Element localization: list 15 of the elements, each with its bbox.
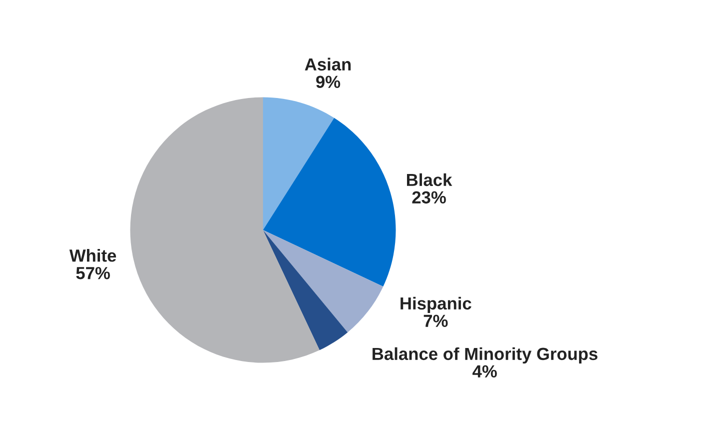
slice-label: Asian [304, 58, 351, 71]
pie-slice [263, 230, 348, 350]
pie-slice [130, 97, 320, 363]
data-label: 9% [316, 76, 340, 88]
slice-label: Balance of Minority Groups [372, 347, 598, 364]
pie-slice [263, 230, 384, 332]
pie-slice [263, 118, 396, 287]
slice-label: Hispanic [400, 296, 472, 314]
data-label: 57% [76, 266, 110, 280]
data-label: 7% [424, 314, 448, 328]
data-label: 4% [472, 365, 497, 378]
data-label: 23% [412, 191, 446, 204]
pie-slice [263, 97, 334, 230]
slice-label: White [69, 249, 116, 262]
slice-label: Black [407, 173, 452, 186]
